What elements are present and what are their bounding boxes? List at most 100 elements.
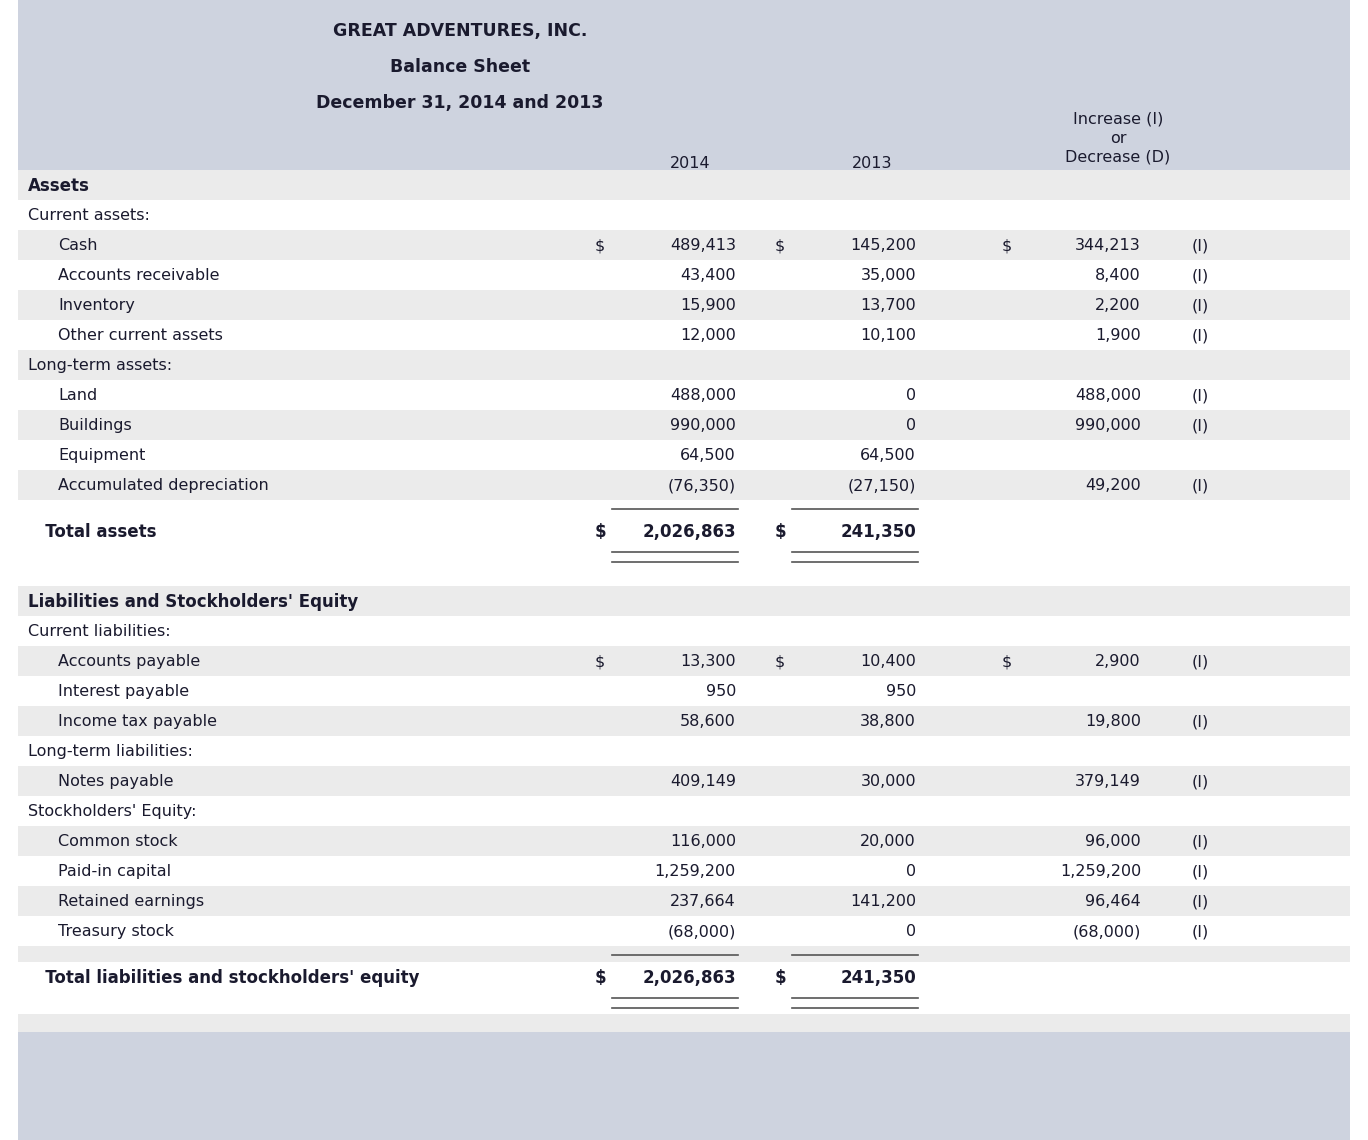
Text: 2,200: 2,200 bbox=[1096, 298, 1141, 314]
Text: (I): (I) bbox=[1192, 864, 1209, 879]
Text: (I): (I) bbox=[1192, 298, 1209, 314]
Text: 990,000: 990,000 bbox=[670, 418, 736, 433]
Text: Treasury stock: Treasury stock bbox=[57, 925, 174, 939]
Text: 145,200: 145,200 bbox=[850, 238, 917, 253]
Text: 237,664: 237,664 bbox=[670, 894, 736, 909]
Text: 30,000: 30,000 bbox=[860, 774, 917, 789]
Text: Buildings: Buildings bbox=[57, 418, 131, 433]
Bar bbox=[18, 516, 1350, 546]
Text: (I): (I) bbox=[1192, 925, 1209, 939]
Text: $: $ bbox=[1001, 238, 1012, 253]
Text: Notes payable: Notes payable bbox=[57, 774, 174, 789]
Text: (I): (I) bbox=[1192, 714, 1209, 730]
Text: 1,259,200: 1,259,200 bbox=[1060, 864, 1141, 879]
Text: Inventory: Inventory bbox=[57, 298, 135, 314]
Text: 38,800: 38,800 bbox=[860, 714, 917, 730]
Bar bbox=[18, 170, 1350, 199]
Text: 1,259,200: 1,259,200 bbox=[655, 864, 736, 879]
Bar bbox=[18, 380, 1350, 410]
Bar bbox=[18, 260, 1350, 290]
Bar bbox=[18, 917, 1350, 946]
Text: 43,400: 43,400 bbox=[680, 268, 736, 283]
Bar bbox=[18, 320, 1350, 350]
Text: $: $ bbox=[776, 522, 787, 540]
Text: 0: 0 bbox=[906, 388, 917, 404]
Text: 141,200: 141,200 bbox=[850, 894, 917, 909]
Text: 15,900: 15,900 bbox=[680, 298, 736, 314]
Bar bbox=[18, 826, 1350, 856]
Text: (I): (I) bbox=[1192, 478, 1209, 494]
Bar bbox=[18, 230, 1350, 260]
Bar bbox=[18, 568, 1350, 586]
Text: 96,464: 96,464 bbox=[1085, 894, 1141, 909]
Text: 950: 950 bbox=[885, 684, 917, 699]
Text: (I): (I) bbox=[1192, 654, 1209, 669]
Text: Increase (I): Increase (I) bbox=[1073, 112, 1163, 127]
Bar bbox=[18, 290, 1350, 320]
Text: Long-term assets:: Long-term assets: bbox=[27, 358, 172, 373]
Text: 2,026,863: 2,026,863 bbox=[643, 969, 736, 986]
Text: Stockholders' Equity:: Stockholders' Equity: bbox=[27, 804, 197, 820]
Text: 409,149: 409,149 bbox=[670, 774, 736, 789]
Bar bbox=[18, 946, 1350, 962]
Text: 0: 0 bbox=[906, 418, 917, 433]
Text: Assets: Assets bbox=[27, 177, 90, 195]
Text: 0: 0 bbox=[906, 925, 917, 939]
Text: Accounts payable: Accounts payable bbox=[57, 654, 200, 669]
Text: Total assets: Total assets bbox=[27, 522, 156, 540]
Bar bbox=[18, 856, 1350, 886]
Text: 20,000: 20,000 bbox=[860, 834, 917, 849]
Text: 64,500: 64,500 bbox=[680, 448, 736, 463]
Text: 19,800: 19,800 bbox=[1085, 714, 1141, 730]
Text: $: $ bbox=[595, 238, 605, 253]
Text: 1,900: 1,900 bbox=[1096, 328, 1141, 343]
Bar bbox=[18, 886, 1350, 917]
Text: Retained earnings: Retained earnings bbox=[57, 894, 204, 909]
Text: Accumulated depreciation: Accumulated depreciation bbox=[57, 478, 268, 494]
Text: (I): (I) bbox=[1192, 328, 1209, 343]
Text: 58,600: 58,600 bbox=[680, 714, 736, 730]
Bar bbox=[18, 616, 1350, 646]
Text: 49,200: 49,200 bbox=[1085, 478, 1141, 494]
Bar bbox=[18, 766, 1350, 796]
Text: December 31, 2014 and 2013: December 31, 2014 and 2013 bbox=[316, 93, 603, 112]
Text: Accounts receivable: Accounts receivable bbox=[57, 268, 219, 283]
Text: Balance Sheet: Balance Sheet bbox=[390, 58, 529, 76]
Text: 950: 950 bbox=[706, 684, 736, 699]
Text: 2013: 2013 bbox=[852, 156, 892, 171]
Text: GREAT ADVENTURES, INC.: GREAT ADVENTURES, INC. bbox=[332, 22, 587, 40]
Text: Liabilities and Stockholders' Equity: Liabilities and Stockholders' Equity bbox=[27, 593, 358, 611]
Text: (I): (I) bbox=[1192, 238, 1209, 253]
Text: 2,900: 2,900 bbox=[1096, 654, 1141, 669]
Text: Long-term liabilities:: Long-term liabilities: bbox=[27, 744, 193, 759]
Text: (68,000): (68,000) bbox=[668, 925, 736, 939]
Text: 379,149: 379,149 bbox=[1075, 774, 1141, 789]
Bar bbox=[18, 350, 1350, 380]
Bar bbox=[18, 470, 1350, 500]
Text: 10,400: 10,400 bbox=[860, 654, 917, 669]
Text: $: $ bbox=[776, 654, 785, 669]
Text: 8,400: 8,400 bbox=[1096, 268, 1141, 283]
Text: 489,413: 489,413 bbox=[670, 238, 736, 253]
Bar bbox=[18, 500, 1350, 516]
Text: 96,000: 96,000 bbox=[1085, 834, 1141, 849]
Text: Land: Land bbox=[57, 388, 97, 404]
Text: 0: 0 bbox=[906, 864, 917, 879]
Text: (76,350): (76,350) bbox=[668, 478, 736, 494]
Text: $: $ bbox=[776, 969, 787, 986]
Bar bbox=[18, 440, 1350, 470]
Text: (I): (I) bbox=[1192, 834, 1209, 849]
Text: $: $ bbox=[595, 522, 606, 540]
Bar bbox=[18, 796, 1350, 826]
Text: 344,213: 344,213 bbox=[1075, 238, 1141, 253]
Text: 2014: 2014 bbox=[670, 156, 710, 171]
Text: 488,000: 488,000 bbox=[670, 388, 736, 404]
Text: 12,000: 12,000 bbox=[680, 328, 736, 343]
Text: Income tax payable: Income tax payable bbox=[57, 714, 218, 730]
Text: (I): (I) bbox=[1192, 774, 1209, 789]
Text: Paid-in capital: Paid-in capital bbox=[57, 864, 171, 879]
Text: 241,350: 241,350 bbox=[840, 522, 917, 540]
Bar bbox=[18, 546, 1350, 568]
Text: 990,000: 990,000 bbox=[1075, 418, 1141, 433]
Bar bbox=[18, 676, 1350, 706]
